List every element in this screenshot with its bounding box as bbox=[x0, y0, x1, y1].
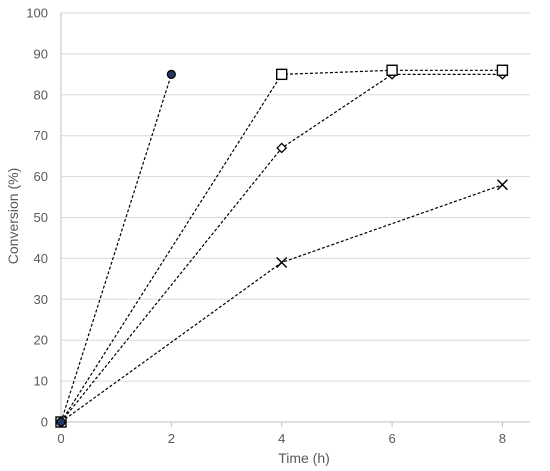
y-tick-label: 30 bbox=[34, 292, 48, 307]
series-markers-filled-circle bbox=[56, 69, 176, 427]
y-tick-label: 20 bbox=[34, 333, 48, 348]
x-tick-label: 6 bbox=[388, 431, 395, 446]
series-markers-x-cross bbox=[55, 179, 508, 428]
data-point bbox=[166, 69, 176, 79]
data-point bbox=[496, 179, 508, 191]
y-tick-label: 80 bbox=[34, 87, 48, 102]
data-point bbox=[386, 64, 398, 76]
y-axis-title: Conversion (%) bbox=[5, 168, 21, 264]
y-tick-label: 50 bbox=[34, 210, 48, 225]
y-tick-label: 40 bbox=[34, 251, 48, 266]
series-line-open-diamond bbox=[60, 73, 503, 423]
y-tick-label: 70 bbox=[34, 128, 48, 143]
data-point bbox=[56, 417, 66, 427]
gridlines bbox=[61, 12, 530, 382]
x-tick-label: 8 bbox=[499, 431, 506, 446]
y-tick-label: 60 bbox=[34, 169, 48, 184]
data-point bbox=[276, 142, 288, 154]
x-tick-label: 4 bbox=[278, 431, 285, 446]
series-line-filled-circle bbox=[60, 74, 172, 423]
data-point bbox=[276, 68, 288, 81]
y-tick-label: 90 bbox=[34, 46, 48, 61]
data-point bbox=[496, 64, 509, 76]
x-tick-label: 2 bbox=[168, 431, 175, 446]
series-group bbox=[55, 64, 509, 428]
y-tick-label: 10 bbox=[34, 374, 48, 389]
series-line-x-cross bbox=[60, 184, 503, 423]
x-axis-title: Time (h) bbox=[278, 450, 330, 466]
tick-labels: 0 10 20 30 40 50 60 70 80 90 100 0 2 4 6 8 bbox=[26, 6, 506, 447]
x-tick-label: 0 bbox=[57, 431, 64, 446]
data-point bbox=[276, 256, 288, 269]
y-tick-label: 100 bbox=[26, 6, 48, 21]
series-line-open-square bbox=[60, 69, 503, 423]
series-markers-open-diamond bbox=[55, 68, 508, 428]
axes bbox=[60, 13, 530, 427]
series-markers-open-square bbox=[55, 64, 509, 428]
y-tick-label: 0 bbox=[41, 415, 48, 430]
